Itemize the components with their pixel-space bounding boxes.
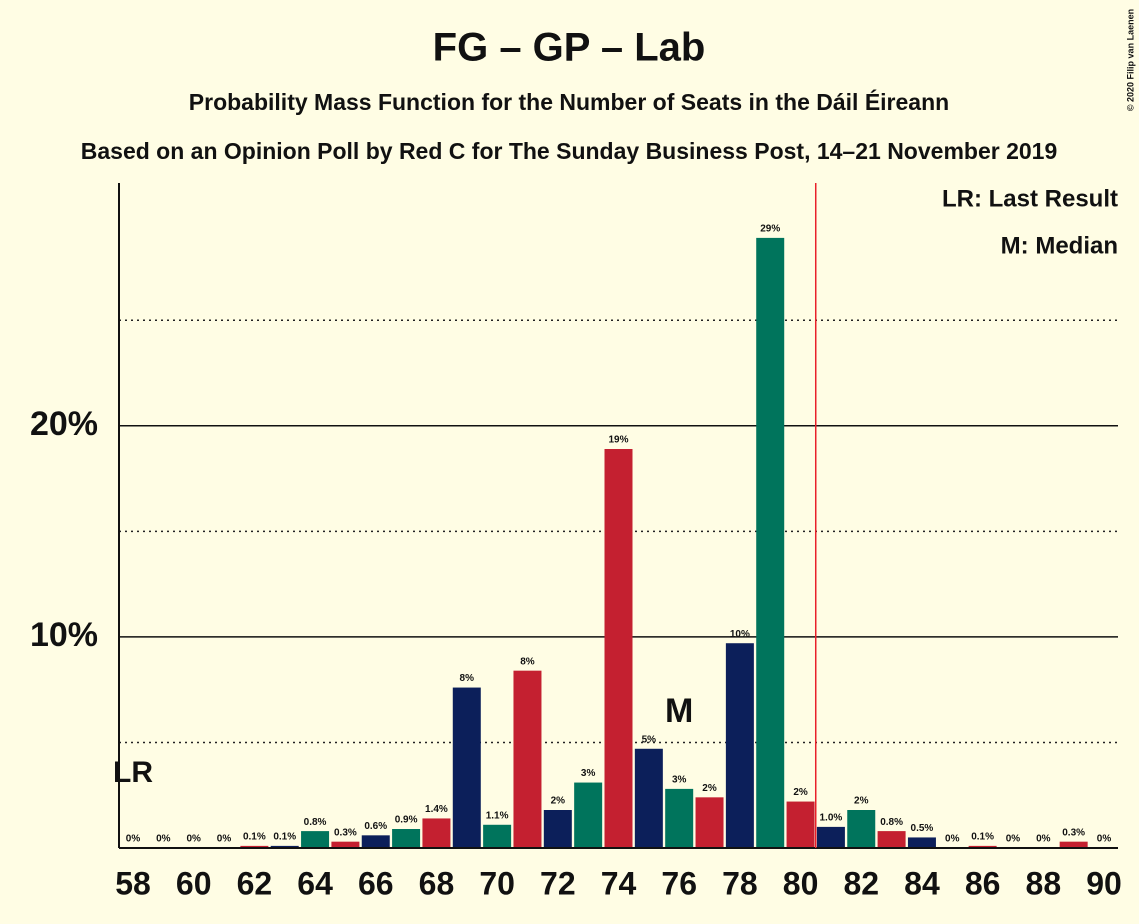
value-label: 0.3%	[334, 827, 357, 838]
x-tick-label: 80	[783, 865, 819, 901]
x-tick-label: 62	[237, 865, 273, 901]
x-tick-label: 70	[479, 865, 515, 901]
x-tick-label: 86	[965, 865, 1001, 901]
bar	[634, 748, 663, 848]
legend-entry: LR: Last Result	[942, 185, 1118, 212]
value-label: 3%	[581, 768, 596, 779]
value-label: 0%	[156, 834, 171, 845]
value-label: 3%	[672, 775, 687, 786]
bar	[543, 810, 572, 848]
x-tick-label: 68	[419, 865, 455, 901]
value-label: 5%	[642, 734, 657, 745]
x-tick-label: 60	[176, 865, 212, 901]
bar	[483, 824, 512, 848]
legend-entry: M: Median	[1001, 232, 1118, 259]
last-result-marker: LR	[113, 756, 153, 789]
bar	[907, 837, 936, 848]
x-tick-label: 72	[540, 865, 576, 901]
value-label: 1.4%	[425, 804, 448, 815]
value-label: 0.1%	[971, 832, 994, 843]
bar	[877, 831, 906, 848]
x-tick-label: 66	[358, 865, 394, 901]
value-label: 0%	[1097, 834, 1112, 845]
y-tick-label: 10%	[30, 616, 98, 654]
bar	[240, 845, 269, 848]
bar	[301, 831, 330, 848]
x-tick-label: 82	[843, 865, 879, 901]
bar	[1059, 841, 1088, 848]
x-tick-label: 76	[661, 865, 697, 901]
bar	[452, 687, 481, 848]
bar	[816, 826, 845, 848]
x-tick-label: 74	[601, 865, 637, 901]
x-tick-label: 64	[297, 865, 333, 901]
bar	[574, 782, 603, 848]
bar	[695, 797, 724, 848]
bar	[422, 818, 451, 848]
bar	[361, 835, 390, 848]
value-label: 0.8%	[880, 817, 903, 828]
value-label: 0.9%	[395, 815, 418, 826]
value-label: 0%	[126, 834, 141, 845]
bar	[665, 788, 694, 848]
value-label: 0.6%	[364, 821, 387, 832]
value-label: 2%	[854, 796, 869, 807]
value-label: 1.1%	[486, 810, 509, 821]
x-tick-label: 58	[115, 865, 151, 901]
value-label: 0%	[1036, 834, 1051, 845]
value-label: 29%	[760, 224, 780, 235]
value-label: 1.0%	[820, 813, 843, 824]
value-label: 0.8%	[304, 817, 327, 828]
x-tick-label: 90	[1086, 865, 1122, 901]
bar	[331, 841, 360, 848]
value-label: 8%	[520, 656, 535, 667]
source-note: Based on an Opinion Poll by Red C for Th…	[81, 138, 1058, 164]
bar	[513, 670, 542, 848]
bar	[270, 845, 299, 848]
bar	[968, 845, 997, 848]
bar	[392, 829, 421, 848]
bar	[604, 449, 633, 848]
y-tick-label: 20%	[30, 405, 98, 443]
bar	[786, 801, 815, 848]
copyright: © 2020 Filip van Laenen	[1125, 9, 1135, 111]
value-label: 0.1%	[273, 832, 296, 843]
value-label: 10%	[730, 629, 750, 640]
value-label: 8%	[460, 673, 475, 684]
x-tick-label: 84	[904, 865, 940, 901]
bar	[847, 810, 876, 848]
bar	[725, 643, 754, 848]
value-label: 19%	[608, 435, 628, 446]
value-label: 2%	[702, 783, 717, 794]
chart-title: FG – GP – Lab	[433, 26, 706, 70]
median-marker: M	[665, 692, 693, 730]
value-label: 2%	[551, 796, 566, 807]
value-label: 2%	[793, 787, 808, 798]
value-label: 0%	[217, 834, 232, 845]
x-tick-label: 78	[722, 865, 758, 901]
value-label: 0%	[945, 834, 960, 845]
x-tick-label: 88	[1026, 865, 1062, 901]
value-label: 0.5%	[911, 823, 934, 834]
chart-subtitle: Probability Mass Function for the Number…	[189, 88, 949, 115]
value-label: 0.3%	[1062, 827, 1085, 838]
bar	[756, 237, 785, 848]
value-label: 0%	[186, 834, 201, 845]
value-label: 0.1%	[243, 832, 266, 843]
value-label: 0%	[1006, 834, 1021, 845]
